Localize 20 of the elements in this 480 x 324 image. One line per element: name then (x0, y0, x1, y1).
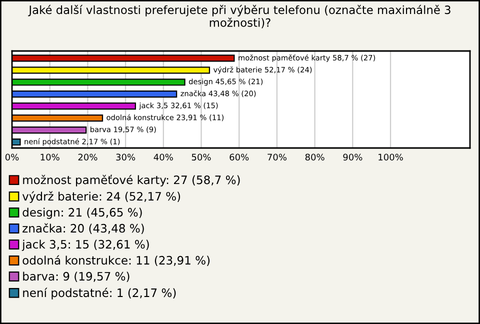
x-tick-label: 10% (40, 154, 60, 161)
legend-label: odolná konstrukce: 11 (23,91 %) (22, 255, 210, 266)
x-tick-label: 20% (78, 154, 98, 161)
x-tick-label: 0% (5, 154, 19, 161)
x-tick-label: 60% (230, 154, 249, 161)
x-tick-label: 40% (154, 154, 173, 161)
legend-label: jack 3,5: 15 (32,61 %) (22, 240, 149, 251)
x-tick-label: 30% (116, 154, 136, 161)
legend-label: značka: 20 (43,48 %) (22, 223, 144, 234)
legend-label: barva: 9 (19,57 %) (23, 272, 130, 282)
x-tick-label: 50% (192, 154, 211, 161)
legend-label: design: 21 (45,65 %) (22, 208, 142, 219)
legend-label: výdrž baterie: 24 (52,17 %) (22, 191, 180, 203)
x-tick-label: 80% (305, 154, 324, 161)
legend-label: možnost paměťové karty: 27 (58,7 %) (23, 174, 240, 186)
x-tick-label: 70% (268, 154, 286, 161)
x-tick-label: 100% (378, 154, 403, 161)
x-tick-label: 90% (343, 154, 362, 161)
legend-label: není podstatné: 1 (2,17 %) (23, 288, 176, 300)
chart-title: Jaké další vlastnosti preferujete při výběru telefonu (označte maximálně 3 možnosti)? (28, 4, 450, 28)
